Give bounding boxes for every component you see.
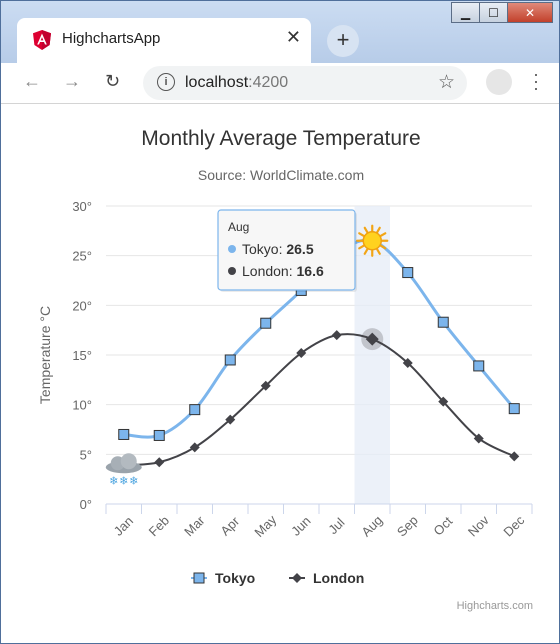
reload-icon[interactable]: ↻ bbox=[105, 71, 121, 91]
y-tick-label: 25° bbox=[72, 249, 92, 264]
legend-label: Tokyo bbox=[215, 570, 255, 586]
tooltip-row: Tokyo: 26.5 bbox=[242, 241, 314, 257]
legend-label: London bbox=[313, 570, 364, 586]
sun-icon bbox=[356, 224, 389, 257]
profile-avatar-icon[interactable] bbox=[486, 69, 512, 95]
london-point[interactable] bbox=[365, 332, 379, 346]
new-tab-button[interactable]: + bbox=[327, 25, 359, 57]
x-tick-label: Mar bbox=[181, 512, 208, 539]
chart-title: Monthly Average Temperature bbox=[141, 127, 420, 150]
address-bar[interactable]: i localhost:4200 ☆ bbox=[143, 66, 467, 100]
series-layer: ❄ ❄ ❄ bbox=[105, 224, 520, 487]
browser-tab[interactable]: HighchartsApp ✕ bbox=[17, 18, 311, 63]
angular-logo-icon bbox=[33, 30, 51, 50]
tokyo-point[interactable] bbox=[402, 267, 414, 279]
tokyo-point[interactable] bbox=[118, 428, 130, 440]
london-point[interactable] bbox=[438, 396, 449, 407]
tokyo-point[interactable] bbox=[224, 354, 236, 366]
x-tick-label: Sep bbox=[394, 513, 421, 540]
london-point[interactable] bbox=[260, 380, 271, 391]
legend-item-london[interactable]: London bbox=[289, 570, 364, 586]
london-point[interactable] bbox=[509, 451, 520, 462]
url-port: :4200 bbox=[248, 74, 289, 91]
tokyo-point[interactable] bbox=[260, 317, 272, 329]
minimize-button[interactable]: ▁ bbox=[451, 2, 480, 23]
london-point[interactable] bbox=[154, 457, 165, 468]
x-tick-label: Nov bbox=[465, 512, 492, 539]
close-window-button[interactable]: ✕ bbox=[507, 2, 553, 23]
title-bar: ▁ ☐ ✕ HighchartsApp ✕ + bbox=[1, 1, 559, 63]
url-text: localhost:4200 bbox=[185, 74, 288, 92]
tokyo-point[interactable] bbox=[153, 429, 165, 441]
y-tick-label: 15° bbox=[72, 348, 92, 363]
x-tick-label: Oct bbox=[430, 513, 455, 538]
temperature-chart: Monthly Average Temperature Source: Worl… bbox=[37, 127, 533, 612]
x-tick-label: Jul bbox=[325, 515, 347, 537]
window-controls: ▁ ☐ ✕ bbox=[451, 2, 553, 23]
tooltip-box bbox=[217, 209, 356, 291]
tokyo-point[interactable] bbox=[473, 360, 485, 372]
tooltip-row: London: 16.6 bbox=[242, 263, 324, 279]
back-arrow-icon[interactable]: ← bbox=[23, 71, 41, 91]
x-tick-label: Apr bbox=[217, 513, 242, 538]
x-tick-label: Aug bbox=[358, 513, 385, 540]
series-line-london bbox=[123, 333, 515, 467]
tab-close-icon[interactable]: ✕ bbox=[285, 27, 301, 47]
maximize-button[interactable]: ☐ bbox=[479, 2, 508, 23]
menu-dots-icon[interactable]: · · · bbox=[533, 64, 539, 98]
y-tick-label: 10° bbox=[72, 398, 92, 413]
tokyo-point[interactable] bbox=[437, 316, 449, 328]
forward-arrow-icon[interactable]: → bbox=[63, 71, 81, 91]
tooltip: Aug Tokyo: 26.5 London: 16.6 bbox=[217, 209, 357, 292]
tokyo-point[interactable] bbox=[508, 403, 520, 415]
chart-subtitle: Source: WorldClimate.com bbox=[198, 167, 364, 183]
bookmark-star-icon[interactable]: ☆ bbox=[437, 72, 455, 93]
svg-text:❄: ❄ bbox=[129, 475, 138, 487]
tooltip-header: Aug bbox=[228, 220, 249, 234]
info-icon[interactable]: i bbox=[157, 73, 175, 91]
snow-cloud-icon: ❄ ❄ ❄ bbox=[105, 453, 142, 487]
x-axis: Jan Feb Mar Apr May Jun Jul Aug Sep Oct Nov Dec bbox=[105, 503, 533, 540]
svg-text:❄: ❄ bbox=[109, 475, 118, 487]
x-tick-label: Jan bbox=[111, 513, 136, 538]
y-axis-labels: 0° 5° 10° 15° 20° 25° 30° bbox=[72, 199, 92, 512]
x-tick-label: Dec bbox=[500, 512, 527, 539]
london-point[interactable] bbox=[225, 414, 236, 425]
url-host: localhost bbox=[185, 74, 249, 91]
page-content: Monthly Average Temperature Source: Worl… bbox=[7, 105, 555, 637]
london-point[interactable] bbox=[473, 433, 484, 444]
legend-item-tokyo[interactable]: Tokyo bbox=[191, 570, 255, 586]
tokyo-point[interactable] bbox=[189, 404, 201, 416]
x-tick-label: Feb bbox=[146, 513, 172, 539]
y-tick-label: 30° bbox=[72, 199, 92, 214]
y-axis-title: Temperature °C bbox=[37, 306, 53, 404]
london-point[interactable] bbox=[189, 442, 200, 453]
credits-link[interactable]: Highcharts.com bbox=[457, 600, 533, 612]
london-point[interactable] bbox=[296, 348, 307, 359]
browser-toolbar: ← → ↻ i localhost:4200 ☆ · · · bbox=[1, 63, 559, 104]
y-tick-label: 5° bbox=[80, 447, 92, 462]
svg-text:❄: ❄ bbox=[119, 475, 128, 487]
y-tick-label: 0° bbox=[80, 497, 92, 512]
london-point[interactable] bbox=[331, 330, 342, 341]
legend: Tokyo London bbox=[191, 570, 364, 586]
x-tick-label: May bbox=[251, 512, 279, 540]
y-tick-label: 20° bbox=[72, 298, 92, 313]
tab-title: HighchartsApp bbox=[62, 30, 161, 47]
london-point[interactable] bbox=[402, 357, 413, 368]
x-tick-label: Jun bbox=[288, 513, 313, 538]
